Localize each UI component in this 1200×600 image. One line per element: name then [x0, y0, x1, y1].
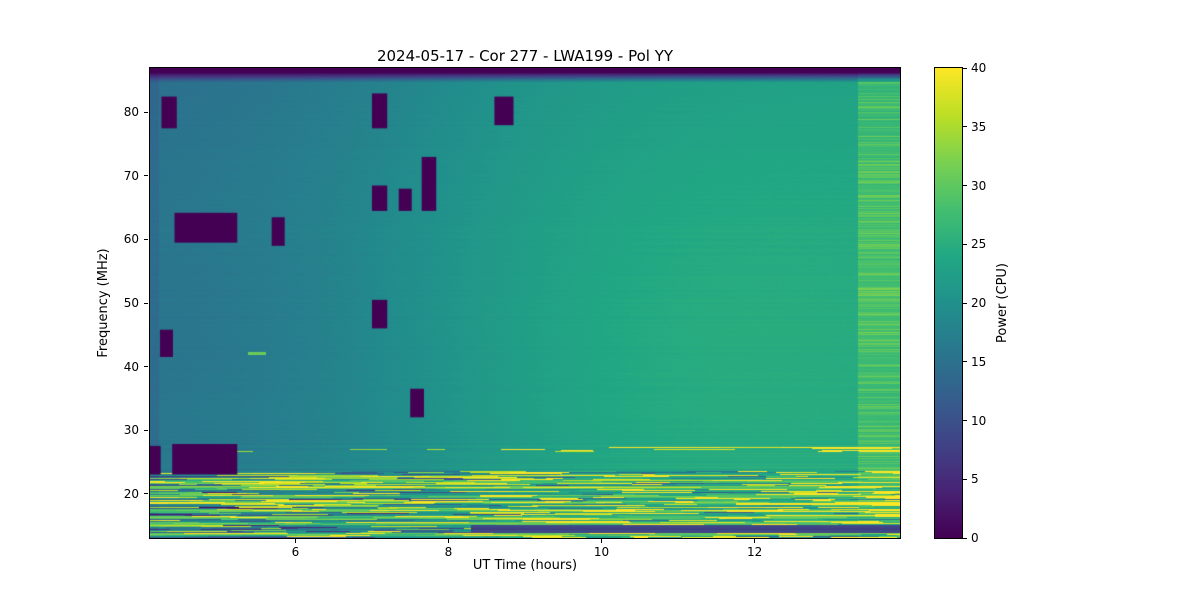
colorbar-tick-mark — [963, 185, 967, 186]
x-tick-mark — [601, 539, 603, 543]
y-tick-mark — [144, 175, 148, 177]
y-tick-label: 80 — [123, 105, 139, 120]
y-tick-mark — [144, 493, 148, 495]
colorbar-tick-label: 5 — [971, 472, 979, 487]
colorbar-tick-mark — [963, 67, 967, 69]
colorbar-tick-mark — [963, 537, 967, 539]
colorbar — [934, 67, 963, 539]
colorbar-label: Power (CPU) — [995, 263, 1010, 344]
colorbar-tick-mark — [963, 302, 967, 304]
colorbar-tick-label: 30 — [971, 178, 987, 193]
colorbar-tick-mark — [963, 126, 967, 128]
y-tick-mark — [144, 302, 148, 304]
chart-title: 2024-05-17 - Cor 277 - LWA199 - Pol YY — [376, 47, 674, 65]
colorbar-tick-mark — [963, 420, 967, 421]
y-tick-mark — [144, 111, 148, 113]
colorbar-tick-mark — [963, 478, 967, 480]
y-tick-label: 30 — [123, 423, 139, 438]
x-tick-mark — [294, 539, 296, 543]
colorbar-canvas — [935, 68, 962, 538]
colorbar-tick-mark — [963, 361, 967, 363]
y-tick-mark — [144, 238, 148, 240]
heatmap-canvas — [150, 68, 900, 538]
colorbar-tick-label: 35 — [971, 119, 987, 134]
y-tick-label: 20 — [123, 486, 139, 501]
colorbar-tick-label: 10 — [971, 413, 987, 428]
y-axis-label: Frequency (MHz) — [96, 248, 111, 358]
colorbar-tick-mark — [963, 243, 967, 245]
plot-area — [149, 67, 901, 539]
x-axis-label: UT Time (hours) — [472, 558, 578, 573]
y-tick-label: 70 — [123, 168, 139, 183]
x-tick-mark — [754, 539, 756, 543]
y-tick-mark — [144, 429, 148, 431]
colorbar-tick-label: 40 — [971, 61, 987, 75]
x-tick-mark — [447, 539, 449, 543]
colorbar-tick-label: 0 — [971, 531, 979, 545]
y-tick-mark — [144, 366, 148, 367]
